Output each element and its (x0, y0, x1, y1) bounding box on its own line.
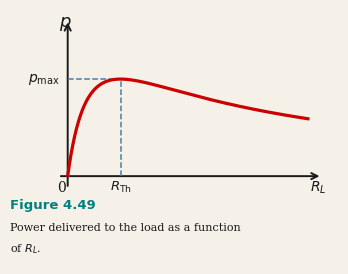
Text: $R_\mathrm{Th}$: $R_\mathrm{Th}$ (110, 180, 132, 195)
Text: $p_\mathrm{max}$: $p_\mathrm{max}$ (28, 72, 60, 87)
Text: $p$: $p$ (59, 15, 72, 33)
Text: Figure 4.49: Figure 4.49 (10, 199, 96, 212)
Text: $R_L$: $R_L$ (310, 180, 327, 196)
Text: Power delivered to the load as a function: Power delivered to the load as a functio… (10, 223, 241, 233)
Text: of $R_L$.: of $R_L$. (10, 242, 42, 256)
Text: 0: 0 (57, 181, 66, 195)
